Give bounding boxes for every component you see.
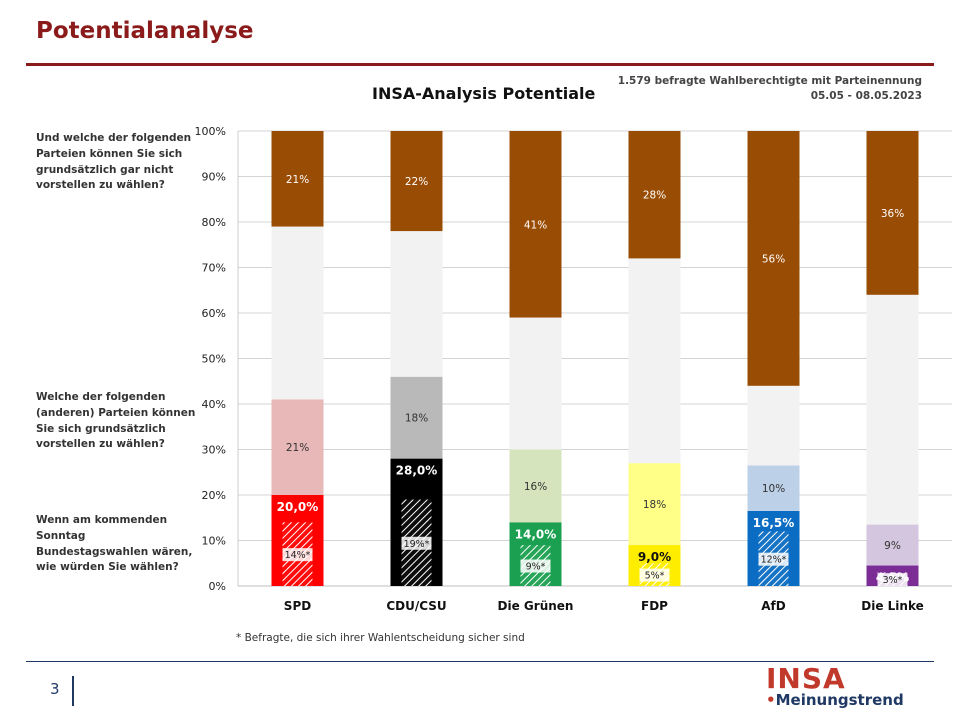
bar-segment [390,376,443,459]
bar-segment [390,231,443,377]
page-title: Potentialanalyse [36,18,254,44]
y-tick-label: 90% [202,171,226,184]
page-number: 3 [50,680,60,698]
bar-segment [628,463,681,546]
data-label: 9,0% [638,550,671,564]
bar-segment [509,449,562,523]
data-label: 10% [762,483,785,495]
data-label: 22% [405,176,428,188]
sure-voters-label-bg [520,559,551,573]
data-label: 28,0% [396,464,438,478]
title-divider [26,63,934,66]
y-tick-label: 100% [195,125,226,138]
bar-segment [866,524,919,566]
data-label: 14,0% [515,527,557,541]
y-tick-label: 60% [202,307,226,320]
data-label: 18% [643,499,666,511]
chart-title: INSA-Analysis Potentiale [372,84,596,103]
bar-segment [628,258,681,464]
question-not-imaginable: Und welche der folgenden Parteien können… [36,132,192,192]
bar-segment [271,226,324,400]
bar-segment [628,131,681,259]
sure-voters-label: 3%* [883,575,903,586]
bar-segment [866,294,919,525]
x-category-label: FDP [641,599,668,613]
sure-voters-label-bg [639,568,670,582]
logo-subtitle-text: Meinungstrend [775,691,904,709]
x-category-label: SPD [284,599,311,613]
data-label: 16,5% [753,516,795,530]
data-label: 9% [884,540,901,552]
sure-voters-label-bg [877,573,908,587]
y-tick-label: 50% [202,353,226,366]
y-tick-label: 80% [202,216,226,229]
y-tick-label: 0% [209,580,226,593]
x-category-label: CDU/CSU [386,599,446,613]
y-tick-label: 20% [202,489,226,502]
sure-voters-label: 19%* [404,539,430,550]
bar-segment [509,317,562,450]
data-label: 18% [405,413,428,425]
bar-segment [747,131,800,386]
sure-voters-label-bg [758,552,789,566]
y-tick-label: 30% [202,444,226,457]
data-label: 21% [286,442,309,454]
bar-segment [509,131,562,318]
data-label: 41% [524,219,547,231]
page-number-bar [72,676,74,706]
footer-divider [26,661,934,662]
sure-voters-label: 9%* [526,562,546,573]
logo-subtitle: •Meinungstrend [766,692,916,708]
sure-voters-label: 14%* [285,550,311,561]
stacked-bar-chart: 0% 10% 20% 30% 40% 50% 60% 70% 80% 90% 100% 20,0% 2… [195,125,952,613]
data-label: 56% [762,253,785,265]
data-label: 21% [286,174,309,186]
sure-voters-label: 12%* [761,555,787,566]
question-imaginable: Welche der folgenden (anderen) Parteien … [36,391,196,451]
footnote: * Befragte, die sich ihrer Wahlentscheid… [236,632,525,644]
data-label: 20,0% [277,500,319,514]
data-label: 36% [881,208,904,220]
bar-segment [271,399,324,495]
x-category-label: AfD [761,599,786,613]
logo-wordmark: INSA [766,662,846,695]
sure-voters-label-bg [282,548,313,562]
logo-bullet: • [766,691,776,709]
bar-segment [390,131,443,232]
bar-segment [866,131,919,295]
y-tick-label: 70% [202,262,226,275]
data-label: 16% [524,481,547,493]
y-tick-label: 40% [202,398,226,411]
bar-segment [747,385,800,466]
bar-segment [747,465,800,511]
date-range: 05.05 - 08.05.2023 [810,90,922,102]
sure-voters-label: 5%* [645,571,665,582]
bar-segment [271,131,324,227]
y-tick-label: 10% [202,535,226,548]
sample-size-note: 1.579 befragte Wahlberechtigte mit Parte… [617,75,922,87]
x-category-label: Die Grünen [498,599,574,613]
data-label: 28% [643,190,666,202]
sure-voters-label-bg [401,536,432,550]
question-vote-intention: Wenn am kommenden Sonntag Bundestagswahl… [36,514,193,574]
x-category-label: Die Linke [861,599,924,613]
insa-logo: INSA •Meinungstrend [766,664,916,712]
